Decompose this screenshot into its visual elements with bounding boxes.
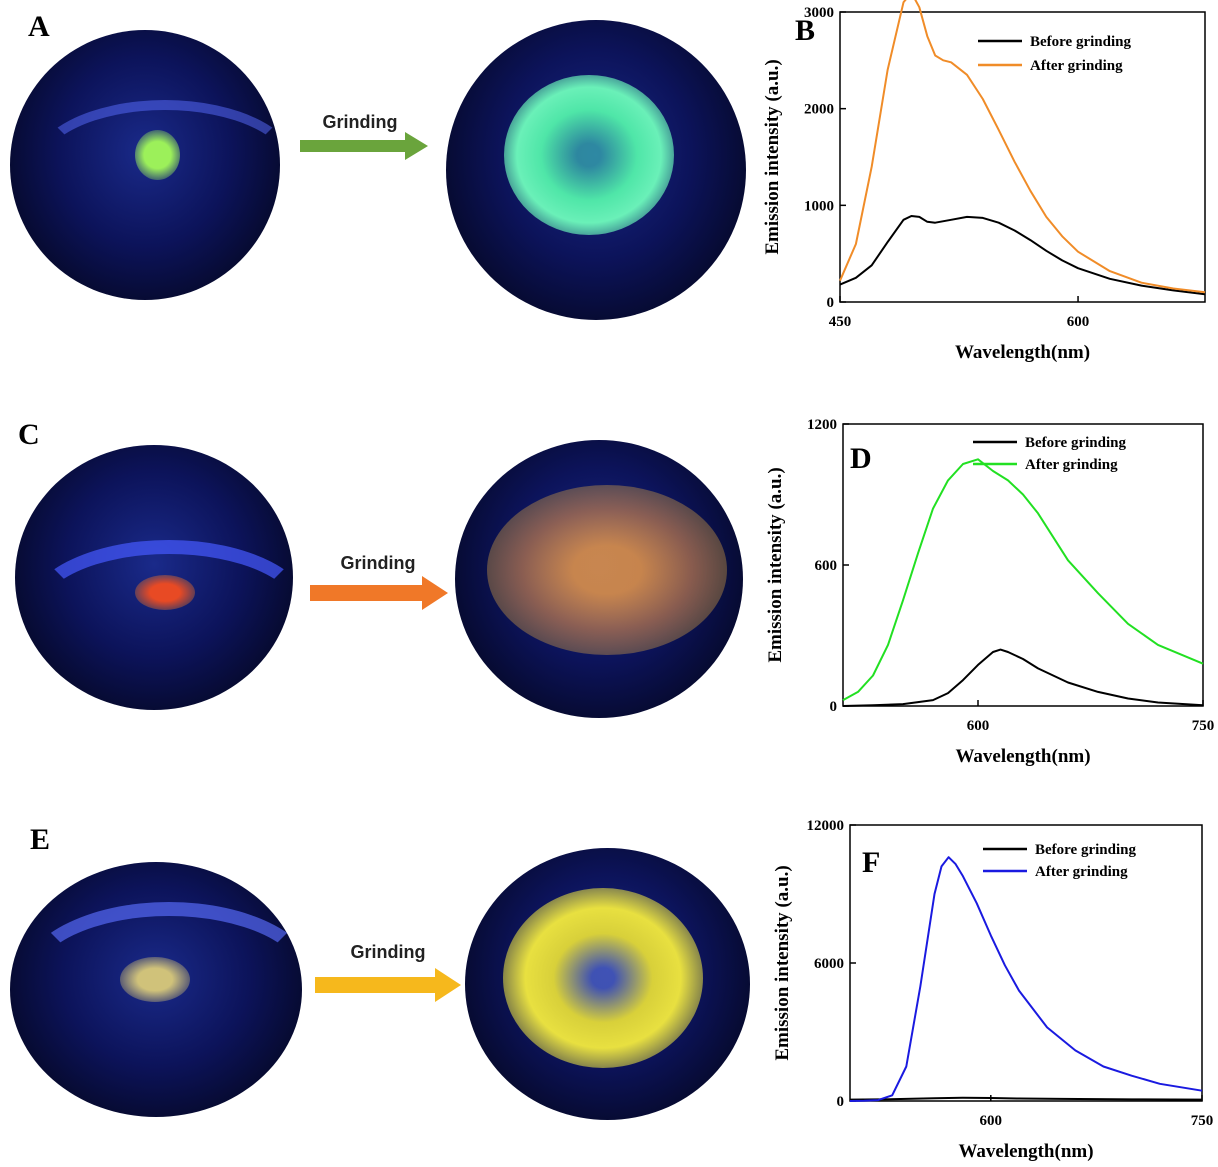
arrow-label-a: Grinding [322,112,398,132]
arrow-a [300,132,428,160]
ground-powder [487,485,727,655]
panel-letter-e: E [30,823,51,856]
crystal-cluster [120,957,190,1002]
x-axis-title: Wavelength(nm) [958,1141,1093,1162]
panel-letter-b: B [795,14,815,47]
photo-c-after [455,440,743,718]
y-tick-label: 1200 [807,417,837,433]
series-line-before [839,215,1206,296]
y-axis-title: Emission intensity (a.u.) [772,865,793,1060]
x-tick-label: 600 [967,718,990,734]
series-line-after [842,458,1204,701]
panel-letter-c: C [18,418,40,451]
uv-band [30,100,280,240]
uv-band [25,540,293,688]
arrow-shape [315,968,461,1002]
panel-letter-a: A [28,10,50,43]
x-tick-label: 450 [829,314,852,330]
photo-a-before [10,30,280,300]
legend-label: Before grinding [1025,435,1126,451]
crystal-cluster [135,130,180,180]
arrow-label-e: Grinding [350,942,426,962]
legend-label: After grinding [1030,58,1123,74]
series-line-after [849,856,1203,1102]
panel-letter-d: D [850,442,872,475]
x-axis-title: Wavelength(nm) [955,342,1090,363]
series-line-after [839,0,1206,294]
x-tick-label: 750 [1191,1113,1214,1129]
photo-e-after [465,848,750,1120]
y-tick-label: 12000 [807,818,845,834]
y-tick-label: 1000 [804,198,834,214]
photo-a-after [446,20,746,320]
legend-label: Before grinding [1035,842,1136,858]
ground-powder [504,75,674,235]
photo-c-before [15,445,293,710]
chart-f-group: F 0 6000 12000 600 750 Wavelength(nm) Emission … [772,818,1213,1162]
x-axis-title: Wavelength(nm) [955,746,1090,767]
arrow-shape [310,576,448,610]
series-line-before [842,648,1204,707]
y-tick-label: 6000 [814,956,844,972]
y-tick-label: 600 [815,558,838,574]
panel-letter-f: F [862,846,880,879]
y-tick-label: 0 [837,1094,845,1110]
plot-frame [839,11,1206,303]
photo-e-before [10,862,302,1117]
chart-d-group: D 0 600 1200 600 750 Wavelength(nm) Emission in… [765,417,1214,767]
arrow-label-c: Grinding [340,553,416,573]
legend-label: Before grinding [1030,34,1131,50]
series-line-before [849,1096,1203,1101]
crystal-cluster [135,575,195,610]
plot-frame [842,423,1204,707]
arrow-e [315,968,461,1002]
y-tick-label: 3000 [804,5,834,21]
y-axis-title: Emission intensity (a.u.) [762,59,783,254]
arrow-shape [300,132,428,160]
chart-b-group: B 0 1000 2000 3000 450 600 Wavelength(nm) Emissi… [762,0,1206,363]
legend-label: After grinding [1025,457,1118,473]
y-tick-label: 0 [827,295,835,311]
y-axis-title: Emission intensity (a.u.) [765,467,786,662]
x-tick-label: 600 [1067,314,1090,330]
legend-label: After grinding [1035,864,1128,880]
x-tick-label: 600 [980,1113,1003,1129]
x-tick-label: 750 [1192,718,1215,734]
plot-frame [849,824,1203,1102]
y-tick-label: 2000 [804,102,834,118]
ground-powder [503,888,703,1068]
y-tick-label: 0 [830,699,838,715]
arrow-c [310,576,448,610]
